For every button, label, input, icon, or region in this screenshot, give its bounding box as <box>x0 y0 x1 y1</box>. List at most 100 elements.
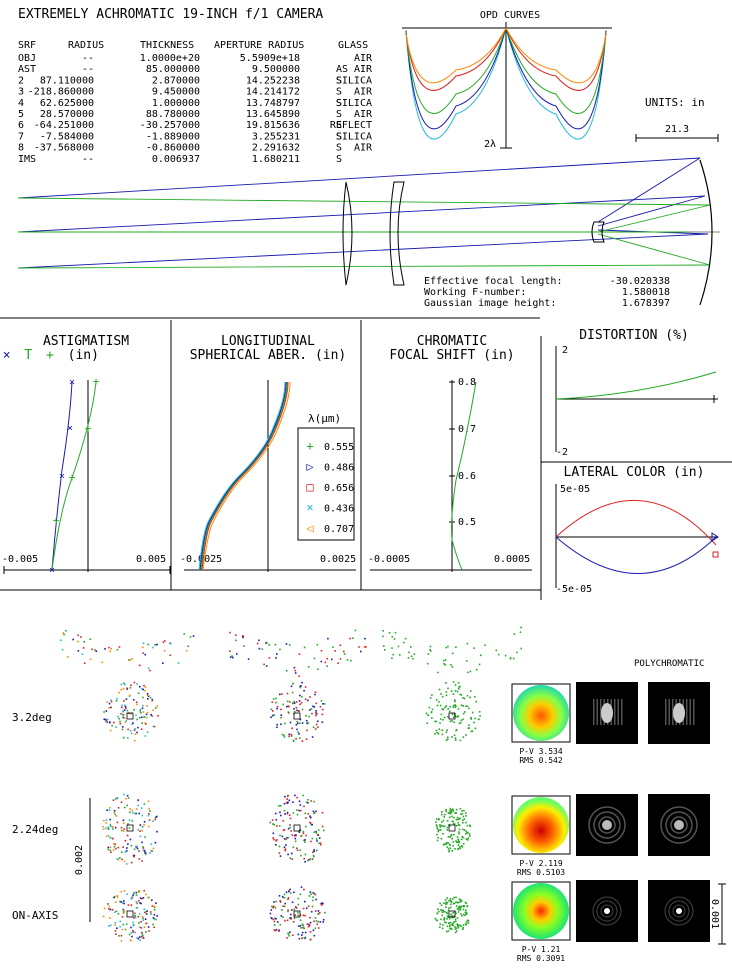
spot-point <box>306 719 308 722</box>
spot-diagram <box>269 886 326 941</box>
chief-ray-marker <box>293 712 301 720</box>
spot-point <box>457 925 459 927</box>
spot-point <box>139 897 142 899</box>
spot-point <box>349 637 351 640</box>
spot-point <box>462 926 465 929</box>
spot-point <box>317 910 320 912</box>
rx-cell: -30.257000 <box>140 120 200 131</box>
spot-point <box>147 896 149 899</box>
spot-scale-left-label: 0.002 <box>74 845 85 875</box>
distortion-ymax: 2 <box>562 345 568 356</box>
spot-point <box>129 687 132 689</box>
spot-point <box>466 912 468 915</box>
spot-point <box>310 800 313 802</box>
spot-point <box>137 891 140 893</box>
spot-diagram <box>434 896 470 934</box>
spot-point <box>448 843 451 845</box>
spot-point <box>142 646 144 649</box>
spot-point <box>123 682 125 685</box>
spot-point <box>126 804 128 807</box>
spot-point <box>95 650 98 652</box>
spot-point <box>141 932 143 934</box>
spot-point <box>229 656 232 658</box>
spot-point <box>119 920 122 923</box>
long-curve-0707 <box>202 381 291 571</box>
spot-point <box>111 724 113 727</box>
spot-point <box>146 711 149 714</box>
spot-point <box>301 681 303 684</box>
spot-point <box>278 825 281 827</box>
lateral-color-ymin: -5e-05 <box>556 584 592 595</box>
spot-point <box>464 711 466 713</box>
spot-point <box>135 901 138 903</box>
psf-pattern <box>664 896 694 926</box>
spot-point <box>135 894 138 896</box>
spot-point <box>65 630 67 632</box>
spot-point <box>276 839 278 841</box>
spot-point <box>454 690 457 692</box>
rx-cell: 9.450000 <box>152 87 200 98</box>
rx-cell: -0.860000 <box>146 143 200 154</box>
spot-point <box>134 728 136 730</box>
spot-point <box>112 828 114 830</box>
spot-point <box>126 794 129 797</box>
rx-header: SRF <box>18 40 36 51</box>
spot-point <box>455 905 458 907</box>
spot-point <box>303 857 305 860</box>
spot-point <box>467 920 470 922</box>
spot-point <box>289 817 292 820</box>
spot-point <box>121 726 124 728</box>
spot-point <box>305 825 307 828</box>
astig-legend-plus: + <box>46 348 54 363</box>
spot-point <box>279 900 281 902</box>
spot-point <box>322 703 324 705</box>
rx-cell: SILICA <box>336 131 372 142</box>
spot-point <box>434 917 437 920</box>
rx-cell: 62.625000 <box>40 98 94 109</box>
spot-point <box>311 891 314 894</box>
chrom-tick-05: 0.5 <box>458 517 476 528</box>
spot-point <box>309 938 312 941</box>
spot-point <box>445 705 448 707</box>
spot-point <box>337 662 339 664</box>
spot-point <box>302 830 305 833</box>
spot-point <box>289 826 291 829</box>
spot-point <box>82 647 85 649</box>
spot-point <box>121 728 124 731</box>
spot-point <box>113 896 115 899</box>
spot-point <box>63 633 65 636</box>
rx-cell: -7.584000 <box>40 131 94 142</box>
opd-scale-label: 2λ <box>484 139 496 150</box>
spot-point <box>458 831 460 833</box>
spot-point <box>156 643 158 646</box>
spot-point <box>520 626 522 629</box>
spot-point <box>451 713 454 716</box>
spot-point <box>162 641 165 644</box>
spot-point <box>455 715 457 718</box>
spot-point <box>108 905 110 908</box>
spot-point <box>309 916 311 919</box>
wavelength-value: 0.486 <box>324 463 354 474</box>
spot-point <box>430 711 433 713</box>
spot-point <box>462 718 464 721</box>
spot-point <box>136 847 139 850</box>
spot-point <box>309 924 311 927</box>
spot-point <box>135 845 137 848</box>
spot-point <box>292 682 294 685</box>
spot-point <box>145 713 148 716</box>
rx-cell: 3.255231 <box>252 131 300 142</box>
spot-point <box>137 804 139 807</box>
spot-point <box>299 737 301 739</box>
spot-point <box>247 658 250 660</box>
lateral-red-marker <box>712 551 719 558</box>
rx-cell: 14.252238 <box>246 75 300 86</box>
spot-point <box>123 900 125 902</box>
spot-point <box>303 689 305 692</box>
spot-point <box>312 929 315 932</box>
spot-point <box>139 709 142 711</box>
spot-point <box>512 657 515 660</box>
spot-point <box>153 913 156 916</box>
spot-point <box>292 812 295 814</box>
spot-point <box>320 903 322 905</box>
spot-point <box>303 927 305 930</box>
